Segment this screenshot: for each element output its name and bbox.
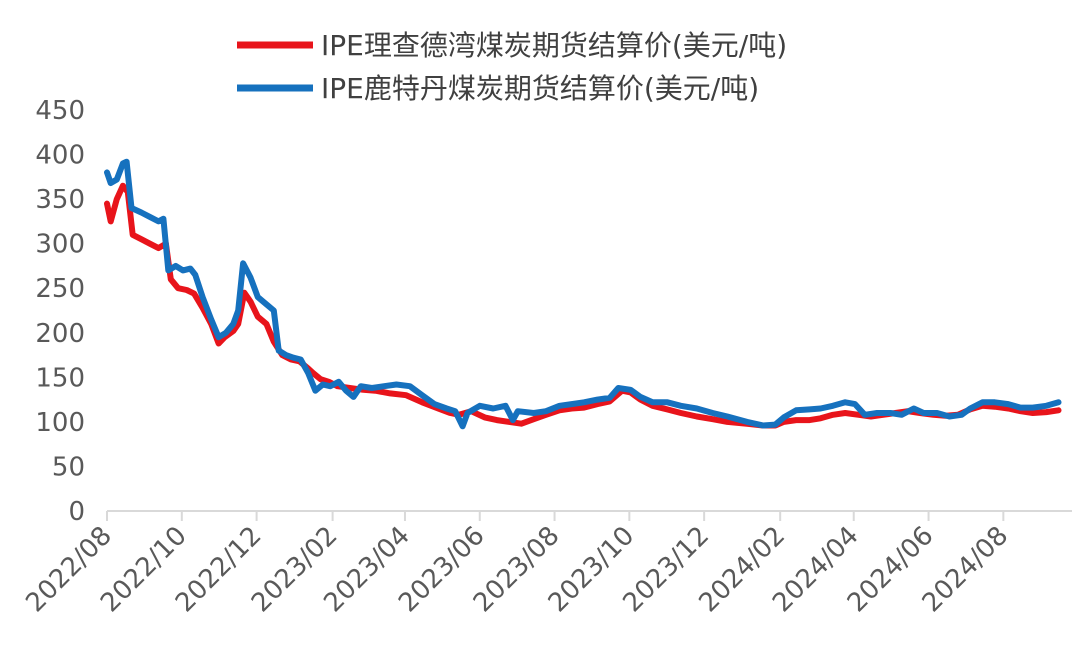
chart-legend: IPE理查德湾煤炭期货结算价(美元/吨) IPE鹿特丹煤炭期货结算价(美元/吨) xyxy=(237,29,787,105)
y-tick-label: 100 xyxy=(35,408,85,438)
y-tick-label: 450 xyxy=(35,96,85,126)
y-tick-label: 400 xyxy=(35,141,85,171)
y-tick-label: 300 xyxy=(35,230,85,260)
y-tick-label: 350 xyxy=(35,185,85,215)
y-tick-label: 150 xyxy=(35,363,85,393)
y-axis: 0 50 100 150 200 250 300 350 400 450 xyxy=(35,96,85,527)
legend-label: IPE鹿特丹煤炭期货结算价(美元/吨) xyxy=(321,72,759,105)
y-tick-label: 50 xyxy=(52,452,85,482)
y-tick-label: 200 xyxy=(35,319,85,349)
y-tick-label: 0 xyxy=(68,497,85,527)
legend-label: IPE理查德湾煤炭期货结算价(美元/吨) xyxy=(321,29,787,62)
series-line-1 xyxy=(104,182,1062,429)
plot-area xyxy=(104,158,1062,430)
x-axis: 2022/082022/102022/122023/022023/042023/… xyxy=(20,510,1072,618)
y-tick-label: 250 xyxy=(35,274,85,304)
series-line-2 xyxy=(104,158,1062,430)
